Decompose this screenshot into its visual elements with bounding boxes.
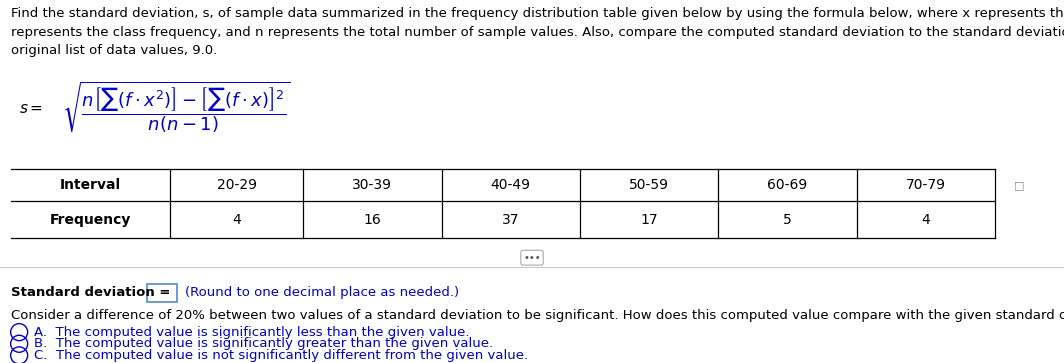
- Text: 60-69: 60-69: [767, 178, 808, 192]
- Text: 70-79: 70-79: [905, 178, 946, 192]
- Text: A.  The computed value is significantly less than the given value.: A. The computed value is significantly l…: [34, 326, 469, 339]
- Text: (Round to one decimal place as needed.): (Round to one decimal place as needed.): [185, 286, 460, 299]
- Text: $s=$: $s=$: [19, 101, 44, 117]
- Text: 4: 4: [232, 213, 242, 227]
- Text: 4: 4: [921, 213, 930, 227]
- Text: B.  The computed value is significantly greater than the given value.: B. The computed value is significantly g…: [34, 337, 494, 350]
- Text: Consider a difference of 20% between two values of a standard deviation to be si: Consider a difference of 20% between two…: [11, 309, 1064, 322]
- Text: 16: 16: [364, 213, 381, 227]
- Text: 20-29: 20-29: [217, 178, 256, 192]
- Text: 40-49: 40-49: [491, 178, 531, 192]
- Text: Find the standard deviation, s, of sample data summarized in the frequency distr: Find the standard deviation, s, of sampl…: [11, 7, 1064, 57]
- Text: Frequency: Frequency: [50, 213, 131, 227]
- Text: 37: 37: [502, 213, 519, 227]
- Text: 50-59: 50-59: [629, 178, 669, 192]
- Text: Interval: Interval: [60, 178, 121, 192]
- Text: C.  The computed value is not significantly different from the given value.: C. The computed value is not significant…: [34, 349, 528, 362]
- Text: •••: •••: [523, 253, 541, 263]
- Text: 17: 17: [641, 213, 658, 227]
- Text: Standard deviation =: Standard deviation =: [11, 286, 170, 299]
- Text: $\sqrt{\dfrac{n\left[\sum\left(f\cdot x^{2}\right)\right]-\left[\sum\left(f\cdot: $\sqrt{\dfrac{n\left[\sum\left(f\cdot x^…: [62, 79, 290, 135]
- Text: □: □: [1014, 180, 1025, 190]
- Text: 5: 5: [783, 213, 792, 227]
- FancyBboxPatch shape: [147, 284, 177, 302]
- Text: 30-39: 30-39: [352, 178, 393, 192]
